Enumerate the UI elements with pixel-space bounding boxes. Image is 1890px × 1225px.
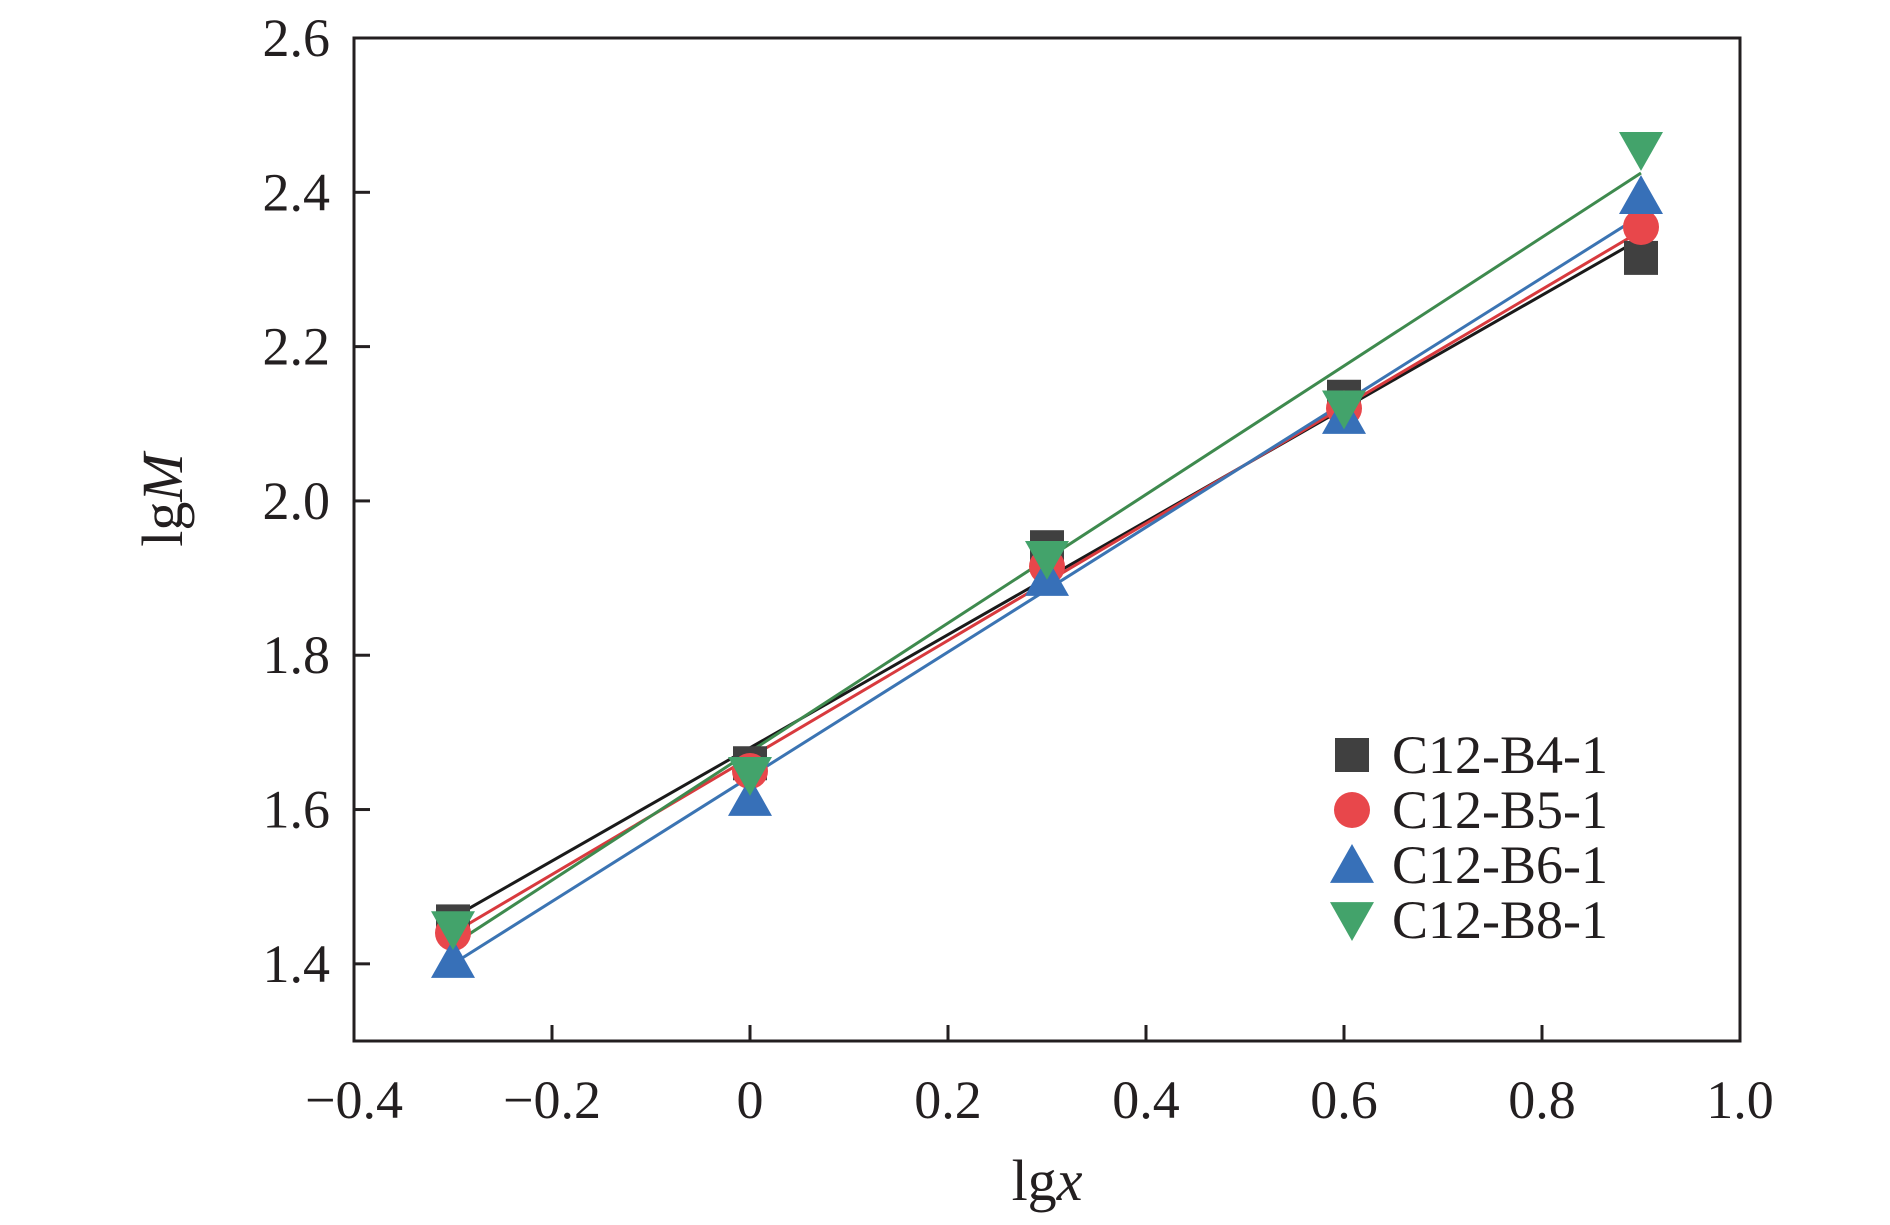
x-tick-label: 0.4 <box>1112 1070 1180 1130</box>
y-axis-label: lgM <box>130 451 195 547</box>
x-tick-label: 0.6 <box>1310 1070 1378 1130</box>
data-point-c12-b6-1 <box>728 776 772 816</box>
x-tick-label: 0.8 <box>1508 1070 1576 1130</box>
y-tick-label: 2.2 <box>263 317 331 377</box>
x-tick-label: 0.2 <box>914 1070 982 1130</box>
legend-marker-c12-b6-1 <box>1330 844 1374 883</box>
y-tick-label: 2.4 <box>263 162 331 222</box>
x-tick-label: −0.4 <box>305 1070 403 1130</box>
legend-label-c12-b5-1: C12-B5-1 <box>1392 780 1608 840</box>
data-point-c12-b4-1 <box>1624 240 1658 275</box>
y-tick-label: 1.8 <box>263 625 331 685</box>
x-axis-label: lgx <box>1012 1148 1083 1213</box>
y-tick-label: 2.6 <box>263 8 331 68</box>
legend-label-c12-b8-1: C12-B8-1 <box>1392 890 1608 950</box>
x-axis-ticks: −0.4 −0.2 0 0.2 0.4 0.6 0.8 1.0 <box>305 1025 1774 1130</box>
x-tick-label: 1.0 <box>1706 1070 1774 1130</box>
y-tick-label: 2.0 <box>263 471 331 531</box>
x-tick-label: 0 <box>737 1070 764 1130</box>
data-point-c12-b8-1 <box>1025 540 1069 580</box>
data-point-c12-b8-1 <box>1619 132 1663 171</box>
y-tick-label: 1.4 <box>263 934 331 994</box>
data-point-c12-b8-1 <box>431 911 475 951</box>
legend-marker-c12-b8-1 <box>1330 902 1374 941</box>
legend-marker-c12-b4-1 <box>1335 738 1369 772</box>
legend-label-c12-b4-1: C12-B4-1 <box>1392 725 1608 785</box>
y-tick-label: 1.6 <box>263 780 331 840</box>
plot-area-frame <box>352 36 1742 1043</box>
legend-label-c12-b6-1: C12-B6-1 <box>1392 835 1608 895</box>
data-point-c12-b5-1 <box>1623 209 1659 246</box>
data-point-c12-b6-1 <box>1619 175 1663 215</box>
y-axis-ticks: 1.4 1.6 1.8 2.0 2.2 2.4 2.6 <box>263 8 370 994</box>
data-markers <box>431 132 1663 978</box>
data-point-c12-b8-1 <box>728 756 772 796</box>
data-point-c12-b6-1 <box>431 938 475 978</box>
data-point-c12-b8-1 <box>1322 390 1366 430</box>
legend-marker-c12-b5-1 <box>1334 792 1370 828</box>
x-tick-label: −0.2 <box>503 1070 601 1130</box>
